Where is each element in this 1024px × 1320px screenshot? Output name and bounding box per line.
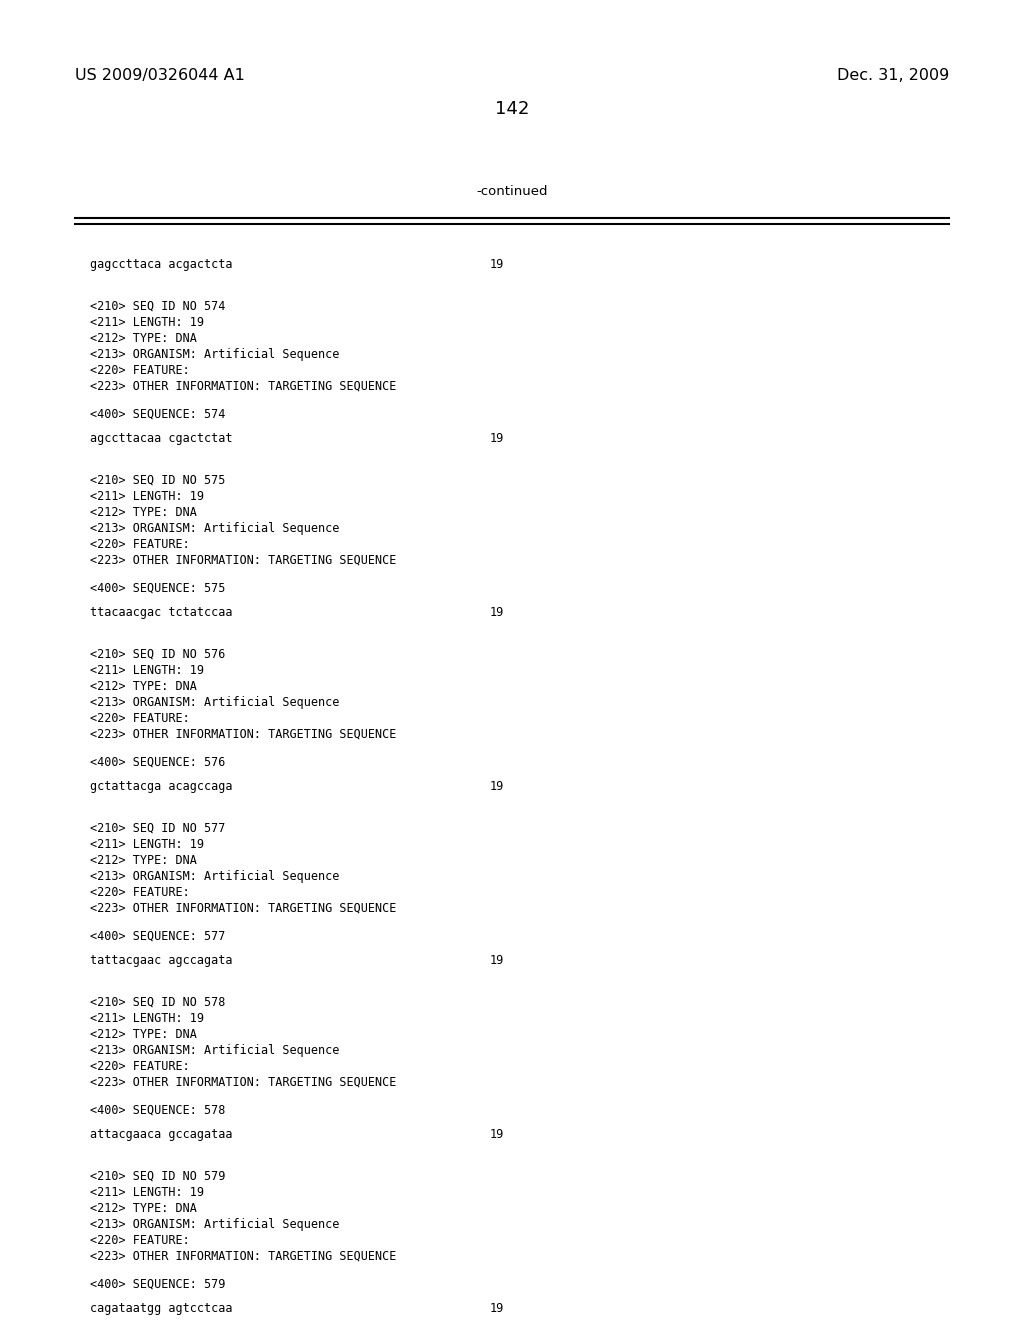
Text: <211> LENGTH: 19: <211> LENGTH: 19: [90, 838, 204, 851]
Text: <210> SEQ ID NO 577: <210> SEQ ID NO 577: [90, 822, 225, 836]
Text: <213> ORGANISM: Artificial Sequence: <213> ORGANISM: Artificial Sequence: [90, 521, 339, 535]
Text: <400> SEQUENCE: 577: <400> SEQUENCE: 577: [90, 931, 225, 942]
Text: 19: 19: [490, 1302, 504, 1315]
Text: <223> OTHER INFORMATION: TARGETING SEQUENCE: <223> OTHER INFORMATION: TARGETING SEQUE…: [90, 1076, 396, 1089]
Text: <220> FEATURE:: <220> FEATURE:: [90, 539, 189, 550]
Text: <210> SEQ ID NO 576: <210> SEQ ID NO 576: [90, 648, 225, 661]
Text: attacgaaca gccagataa: attacgaaca gccagataa: [90, 1129, 232, 1140]
Text: 19: 19: [490, 606, 504, 619]
Text: <213> ORGANISM: Artificial Sequence: <213> ORGANISM: Artificial Sequence: [90, 348, 339, 360]
Text: 19: 19: [490, 780, 504, 793]
Text: <213> ORGANISM: Artificial Sequence: <213> ORGANISM: Artificial Sequence: [90, 1044, 339, 1057]
Text: <212> TYPE: DNA: <212> TYPE: DNA: [90, 1028, 197, 1041]
Text: <400> SEQUENCE: 575: <400> SEQUENCE: 575: [90, 582, 225, 595]
Text: <223> OTHER INFORMATION: TARGETING SEQUENCE: <223> OTHER INFORMATION: TARGETING SEQUE…: [90, 902, 396, 915]
Text: <211> LENGTH: 19: <211> LENGTH: 19: [90, 1012, 204, 1026]
Text: gctattacga acagccaga: gctattacga acagccaga: [90, 780, 232, 793]
Text: <220> FEATURE:: <220> FEATURE:: [90, 711, 189, 725]
Text: 142: 142: [495, 100, 529, 117]
Text: <220> FEATURE:: <220> FEATURE:: [90, 364, 189, 378]
Text: 19: 19: [490, 954, 504, 968]
Text: <400> SEQUENCE: 579: <400> SEQUENCE: 579: [90, 1278, 225, 1291]
Text: <213> ORGANISM: Artificial Sequence: <213> ORGANISM: Artificial Sequence: [90, 1218, 339, 1232]
Text: <400> SEQUENCE: 574: <400> SEQUENCE: 574: [90, 408, 225, 421]
Text: agccttacaa cgactctat: agccttacaa cgactctat: [90, 432, 232, 445]
Text: 19: 19: [490, 257, 504, 271]
Text: <210> SEQ ID NO 574: <210> SEQ ID NO 574: [90, 300, 225, 313]
Text: <212> TYPE: DNA: <212> TYPE: DNA: [90, 680, 197, 693]
Text: <212> TYPE: DNA: <212> TYPE: DNA: [90, 1203, 197, 1214]
Text: cagataatgg agtcctcaa: cagataatgg agtcctcaa: [90, 1302, 232, 1315]
Text: gagccttaca acgactcta: gagccttaca acgactcta: [90, 257, 232, 271]
Text: <220> FEATURE:: <220> FEATURE:: [90, 886, 189, 899]
Text: Dec. 31, 2009: Dec. 31, 2009: [837, 69, 949, 83]
Text: <223> OTHER INFORMATION: TARGETING SEQUENCE: <223> OTHER INFORMATION: TARGETING SEQUE…: [90, 729, 396, 741]
Text: ttacaacgac tctatccaa: ttacaacgac tctatccaa: [90, 606, 232, 619]
Text: <210> SEQ ID NO 575: <210> SEQ ID NO 575: [90, 474, 225, 487]
Text: 19: 19: [490, 432, 504, 445]
Text: <400> SEQUENCE: 578: <400> SEQUENCE: 578: [90, 1104, 225, 1117]
Text: <212> TYPE: DNA: <212> TYPE: DNA: [90, 506, 197, 519]
Text: <400> SEQUENCE: 576: <400> SEQUENCE: 576: [90, 756, 225, 770]
Text: US 2009/0326044 A1: US 2009/0326044 A1: [75, 69, 245, 83]
Text: tattacgaac agccagata: tattacgaac agccagata: [90, 954, 232, 968]
Text: <213> ORGANISM: Artificial Sequence: <213> ORGANISM: Artificial Sequence: [90, 870, 339, 883]
Text: <220> FEATURE:: <220> FEATURE:: [90, 1234, 189, 1247]
Text: <211> LENGTH: 19: <211> LENGTH: 19: [90, 1185, 204, 1199]
Text: <210> SEQ ID NO 579: <210> SEQ ID NO 579: [90, 1170, 225, 1183]
Text: <212> TYPE: DNA: <212> TYPE: DNA: [90, 333, 197, 345]
Text: <210> SEQ ID NO 578: <210> SEQ ID NO 578: [90, 997, 225, 1008]
Text: 19: 19: [490, 1129, 504, 1140]
Text: <211> LENGTH: 19: <211> LENGTH: 19: [90, 315, 204, 329]
Text: <211> LENGTH: 19: <211> LENGTH: 19: [90, 490, 204, 503]
Text: <212> TYPE: DNA: <212> TYPE: DNA: [90, 854, 197, 867]
Text: <211> LENGTH: 19: <211> LENGTH: 19: [90, 664, 204, 677]
Text: <220> FEATURE:: <220> FEATURE:: [90, 1060, 189, 1073]
Text: -continued: -continued: [476, 185, 548, 198]
Text: <223> OTHER INFORMATION: TARGETING SEQUENCE: <223> OTHER INFORMATION: TARGETING SEQUE…: [90, 380, 396, 393]
Text: <223> OTHER INFORMATION: TARGETING SEQUENCE: <223> OTHER INFORMATION: TARGETING SEQUE…: [90, 1250, 396, 1263]
Text: <223> OTHER INFORMATION: TARGETING SEQUENCE: <223> OTHER INFORMATION: TARGETING SEQUE…: [90, 554, 396, 568]
Text: <213> ORGANISM: Artificial Sequence: <213> ORGANISM: Artificial Sequence: [90, 696, 339, 709]
